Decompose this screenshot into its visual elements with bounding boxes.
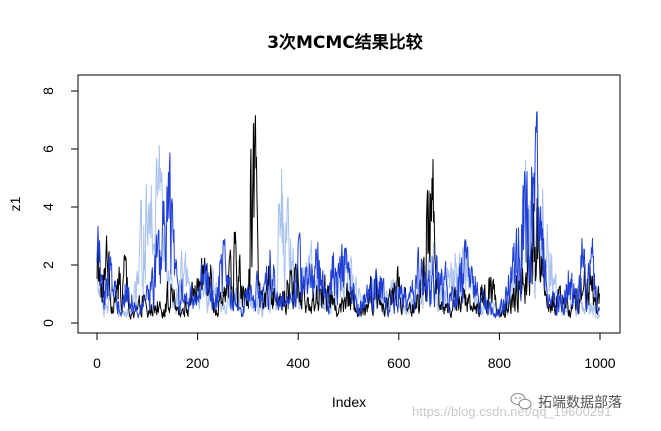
watermark-url: https://blog.csdn.net/qq_19600291 (412, 404, 612, 419)
wechat-icon (510, 393, 532, 410)
x-tick-label: 400 (287, 355, 311, 371)
x-tick-label: 600 (387, 355, 411, 371)
y-axis-label: z1 (7, 196, 23, 211)
watermark-brand: 拓端数据部落 (538, 395, 622, 411)
y-tick-label: 2 (40, 261, 56, 269)
series-line-2 (96, 111, 600, 319)
series-line-1 (96, 115, 600, 320)
y-tick-label: 4 (40, 203, 56, 211)
x-axis: 0 200 400 600 800 1000 (93, 332, 616, 371)
y-tick-label: 6 (40, 145, 56, 153)
x-tick-label: 0 (93, 355, 101, 371)
y-tick-label: 8 (40, 87, 56, 95)
series-layer (96, 111, 600, 320)
x-axis-label: Index (332, 394, 366, 410)
y-tick-label: 0 (40, 319, 56, 327)
x-tick-label: 200 (186, 355, 210, 371)
x-tick-label: 800 (488, 355, 512, 371)
y-axis: 0 2 4 6 8 (40, 87, 79, 327)
x-tick-label: 1000 (584, 355, 615, 371)
chart-title: 3次MCMC结果比较 (267, 32, 423, 53)
